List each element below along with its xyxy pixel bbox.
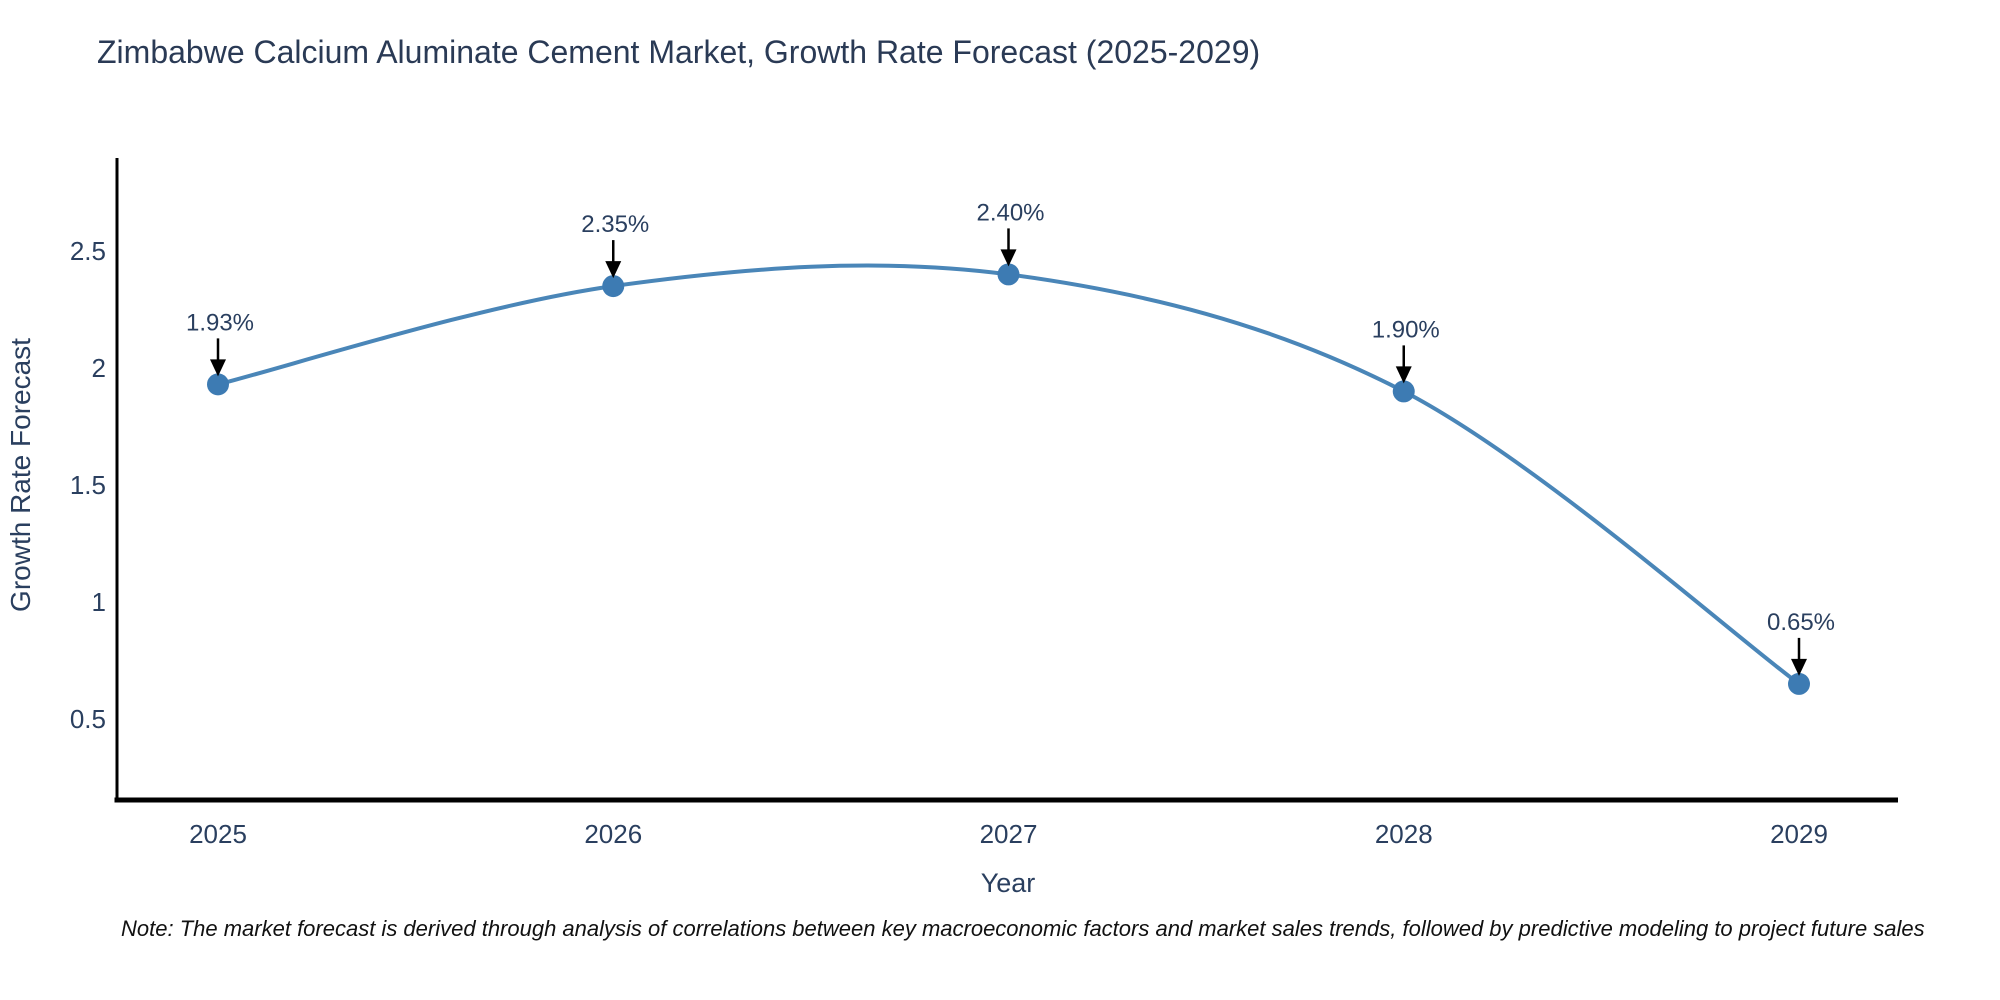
x-tick-label: 2025	[189, 819, 247, 849]
data-point-marker[interactable]	[207, 373, 229, 396]
y-tick-label: 2.5	[70, 236, 106, 266]
y-tick-label: 2	[92, 353, 106, 383]
x-tick-label: 2026	[584, 819, 642, 849]
x-tick-label: 2027	[980, 819, 1038, 849]
forecast-line	[216, 263, 1801, 686]
annotation-arrowhead-icon	[605, 261, 622, 279]
annotation-label: 1.93%	[186, 309, 254, 336]
chart-title: Zimbabwe Calcium Aluminate Cement Market…	[97, 34, 1261, 70]
annotation-label: 2.35%	[581, 211, 649, 238]
data-point-marker[interactable]	[602, 275, 625, 298]
annotation-arrowhead-icon	[1395, 366, 1412, 384]
data-point-marker[interactable]	[1788, 672, 1810, 695]
x-tick-label: 2029	[1770, 819, 1828, 849]
x-axis-title: Year	[981, 868, 1036, 898]
annotation-label: 0.65%	[1767, 609, 1835, 636]
annotation-label: 2.40%	[976, 199, 1044, 226]
y-tick-label: 1.5	[70, 470, 106, 500]
y-tick-label: 0.5	[70, 704, 106, 734]
annotation-arrowhead-icon	[210, 359, 226, 377]
annotation-label: 1.90%	[1372, 316, 1440, 343]
footnote: Note: The market forecast is derived thr…	[121, 916, 1925, 941]
annotation-arrowhead-icon	[1791, 658, 1807, 676]
annotation-arrowhead-icon	[1000, 249, 1017, 267]
y-axis-title: Growth Rate Forecast	[5, 338, 36, 612]
y-tick-label: 1	[92, 587, 106, 617]
data-point-marker[interactable]	[997, 263, 1020, 286]
x-tick-label: 2028	[1375, 819, 1433, 849]
data-point-marker[interactable]	[1392, 380, 1415, 403]
